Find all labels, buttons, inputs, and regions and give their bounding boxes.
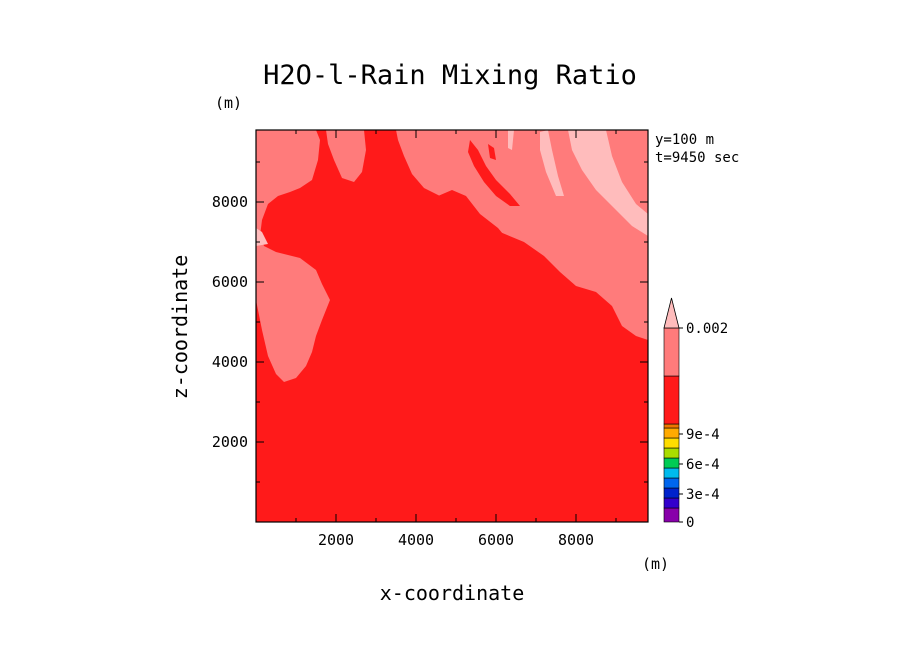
colorbar-segment — [663, 507, 680, 523]
colorbar-extend-arrow — [663, 297, 680, 329]
contour-region-top-left-small — [326, 130, 366, 182]
axis-ticks — [256, 130, 648, 522]
colorbar-tick-label: 0 — [686, 515, 694, 531]
colorbar-segment — [663, 497, 680, 509]
y-axis-label: z-coordinate — [168, 255, 192, 400]
contour-region-right — [396, 130, 648, 340]
colorbar-segment — [663, 375, 680, 425]
colorbar-segment — [663, 467, 680, 479]
colorbar-tick-label: 0.002 — [686, 321, 728, 337]
x-tick-label: 6000 — [478, 531, 514, 549]
plot-area — [256, 130, 648, 522]
contour-streak-1 — [438, 190, 508, 246]
contour-peak-right-1 — [568, 130, 648, 236]
y-tick-label: 6000 — [212, 273, 248, 291]
contour-peak-top-mid — [508, 130, 514, 150]
colorbar — [663, 297, 680, 523]
colorbar-segment — [663, 457, 680, 469]
chart-title: H2O-l-Rain Mixing Ratio — [263, 60, 637, 91]
y-tick-label: 2000 — [212, 433, 248, 451]
colorbar-segment — [663, 427, 680, 439]
contour-peak-right-2 — [540, 130, 564, 196]
contour-streak-3 — [488, 144, 496, 160]
colorbar-segment — [663, 447, 680, 459]
colorbar-segment — [663, 437, 680, 449]
colorbar-tick-label: 6e-4 — [686, 457, 720, 473]
colorbar-segment — [663, 487, 680, 499]
time-info: t=9450 sec — [655, 150, 739, 166]
y-position-info: y=100 m — [655, 132, 714, 148]
colorbar-tick-label: 3e-4 — [686, 487, 720, 503]
colorbar-segment — [663, 477, 680, 489]
contour-region-upper-left — [256, 130, 330, 382]
colorbar-labels: 0.002 9e-4 6e-4 3e-4 0 — [679, 321, 728, 531]
y-tick-label: 8000 — [212, 193, 248, 211]
contour-streak-2 — [468, 140, 520, 206]
x-unit-label: (m) — [642, 555, 669, 573]
plot-frame — [255, 129, 649, 523]
x-tick-label: 4000 — [398, 531, 434, 549]
y-tick-label: 4000 — [212, 353, 248, 371]
x-axis-label: x-coordinate — [380, 581, 525, 605]
colorbar-tick-label: 9e-4 — [686, 427, 720, 443]
colorbar-segment — [663, 423, 680, 429]
y-unit-label: (m) — [215, 94, 242, 112]
x-tick-label: 8000 — [558, 531, 594, 549]
colorbar-segment — [663, 327, 680, 377]
x-tick-label: 2000 — [318, 531, 354, 549]
